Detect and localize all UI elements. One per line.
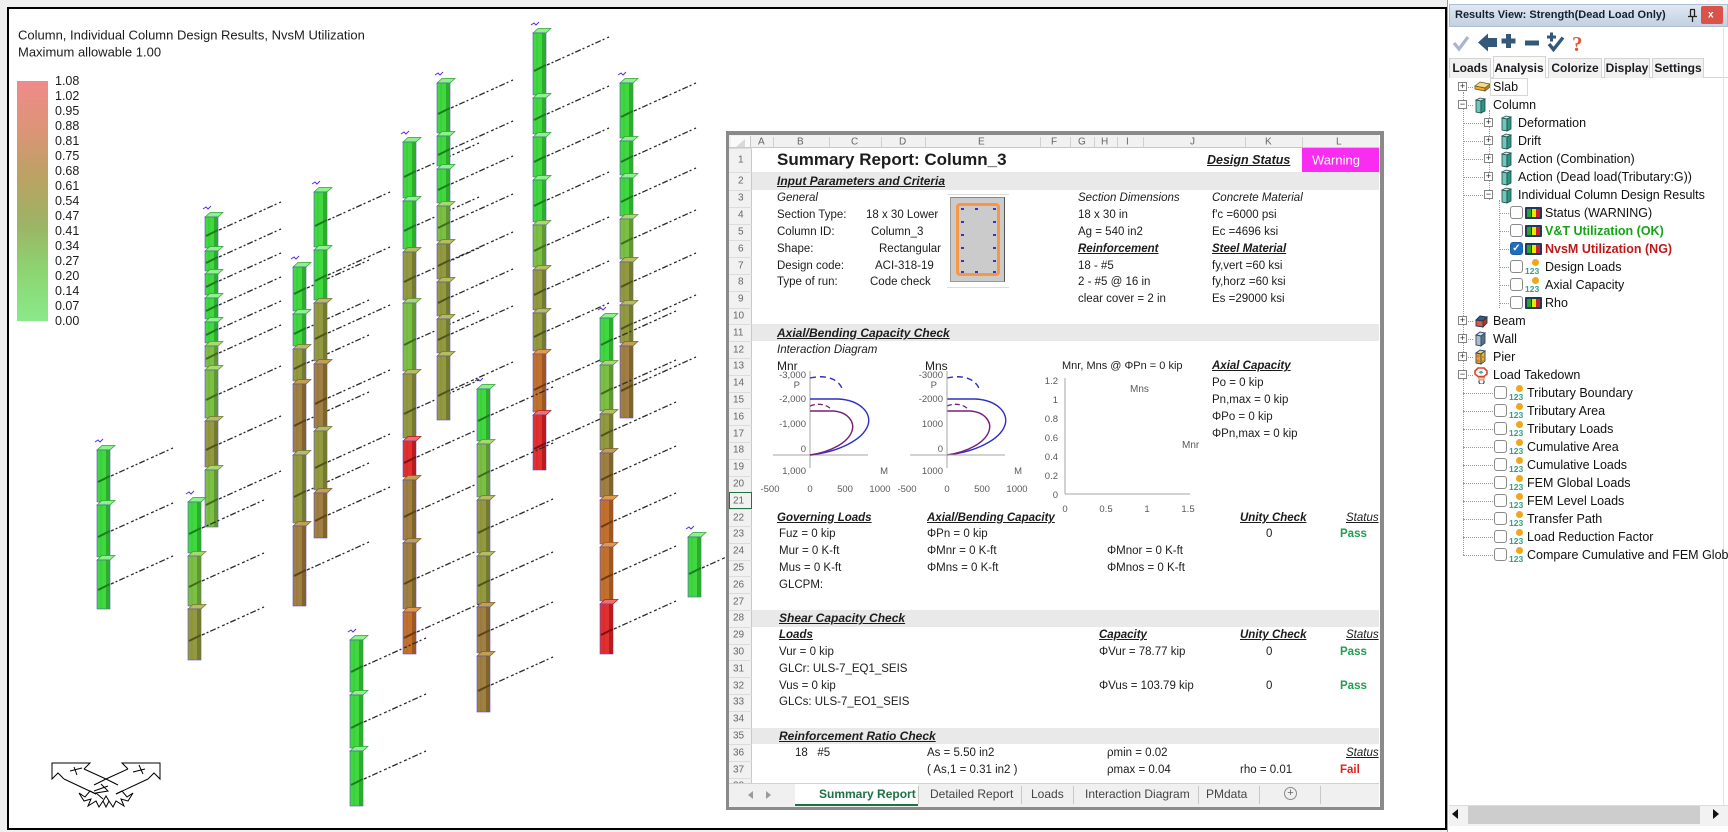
svg-text:500: 500 [974, 484, 990, 495]
svg-text:0: 0 [1062, 504, 1067, 515]
svg-text:-2,000: -2,000 [779, 394, 806, 405]
svg-text:P: P [931, 380, 937, 391]
svg-text:-2000: -2000 [919, 394, 943, 405]
svg-text:-3,000: -3,000 [779, 370, 806, 381]
svg-text:?: ? [1572, 32, 1583, 56]
svg-text:-1,000: -1,000 [779, 419, 806, 430]
svg-text:1.2: 1.2 [1045, 376, 1058, 387]
svg-text:0: 0 [944, 484, 949, 495]
svg-text:1: 1 [1144, 504, 1149, 515]
svg-text:1000: 1000 [1006, 484, 1027, 495]
svg-text:0.4: 0.4 [1045, 452, 1058, 463]
svg-text:1.5: 1.5 [1181, 504, 1194, 515]
svg-text:0: 0 [801, 444, 806, 455]
svg-text:0.6: 0.6 [1045, 433, 1058, 444]
svg-text:1: 1 [1053, 395, 1058, 406]
svg-text:0.8: 0.8 [1045, 414, 1058, 425]
svg-text:Mns: Mns [1130, 384, 1149, 395]
svg-text:0: 0 [938, 444, 943, 455]
svg-text:-500: -500 [760, 484, 779, 495]
svg-text:M: M [880, 466, 888, 477]
svg-text:1,000: 1,000 [782, 466, 806, 477]
svg-text:M: M [1014, 466, 1022, 477]
svg-text:0: 0 [1053, 490, 1058, 501]
svg-text:1000: 1000 [922, 466, 943, 477]
svg-text:500: 500 [837, 484, 853, 495]
svg-text:0: 0 [807, 484, 812, 495]
svg-text:0.5: 0.5 [1099, 504, 1112, 515]
svg-text:0.2: 0.2 [1045, 471, 1058, 482]
svg-text:-500: -500 [897, 484, 916, 495]
svg-text:1000: 1000 [869, 484, 890, 495]
svg-text:1000: 1000 [922, 419, 943, 430]
svg-text:Mnr: Mnr [1182, 440, 1200, 451]
svg-text:P: P [794, 380, 800, 391]
svg-text:-3000: -3000 [919, 370, 943, 381]
